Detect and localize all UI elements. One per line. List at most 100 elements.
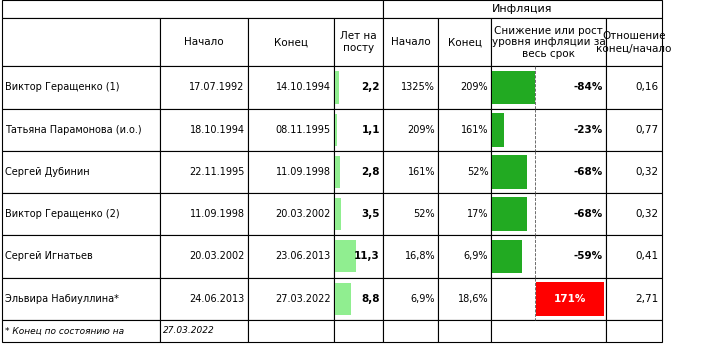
Bar bbox=[491, 151, 606, 193]
Text: Конец: Конец bbox=[274, 37, 308, 47]
Text: 0,32: 0,32 bbox=[636, 209, 659, 219]
Bar bbox=[335, 283, 351, 315]
Text: Конец: Конец bbox=[448, 37, 482, 47]
Bar bbox=[248, 320, 334, 342]
Bar bbox=[491, 193, 606, 235]
Bar bbox=[334, 235, 383, 278]
Bar bbox=[383, 235, 438, 278]
Bar bbox=[161, 18, 248, 66]
Bar bbox=[248, 66, 334, 109]
Bar bbox=[438, 109, 491, 151]
Bar bbox=[2, 235, 161, 278]
Bar bbox=[334, 320, 383, 342]
Bar bbox=[438, 151, 491, 193]
Bar bbox=[438, 235, 491, 278]
Bar bbox=[606, 109, 662, 151]
Text: Инфляция: Инфляция bbox=[492, 4, 553, 14]
Text: 27.03.2022: 27.03.2022 bbox=[275, 294, 331, 304]
Bar bbox=[2, 151, 161, 193]
Text: Виктор Геращенко (2): Виктор Геращенко (2) bbox=[5, 209, 120, 219]
Text: 11,3: 11,3 bbox=[354, 252, 380, 261]
Text: 209%: 209% bbox=[461, 83, 488, 92]
Bar bbox=[438, 193, 491, 235]
Text: 52%: 52% bbox=[467, 167, 488, 177]
Text: Отношение
конец/начало: Отношение конец/начало bbox=[596, 31, 672, 53]
Bar bbox=[248, 18, 334, 66]
Text: 14.10.1994: 14.10.1994 bbox=[276, 83, 331, 92]
Bar bbox=[383, 193, 438, 235]
Text: 6,9%: 6,9% bbox=[464, 252, 488, 261]
Bar bbox=[492, 240, 522, 273]
Text: 23.06.2013: 23.06.2013 bbox=[276, 252, 331, 261]
Text: 20.03.2002: 20.03.2002 bbox=[189, 252, 245, 261]
Text: 11.09.1998: 11.09.1998 bbox=[189, 209, 245, 219]
Bar bbox=[606, 66, 662, 109]
Bar bbox=[606, 320, 662, 342]
Text: -59%: -59% bbox=[574, 252, 603, 261]
Bar bbox=[334, 66, 383, 109]
Text: 18.10.1994: 18.10.1994 bbox=[189, 125, 245, 135]
Bar bbox=[335, 114, 337, 146]
Bar bbox=[2, 0, 383, 18]
Bar bbox=[161, 193, 248, 235]
Bar bbox=[334, 193, 383, 235]
Text: 0,77: 0,77 bbox=[636, 125, 659, 135]
Bar bbox=[438, 278, 491, 320]
Bar bbox=[383, 66, 438, 109]
Text: 2,71: 2,71 bbox=[636, 294, 659, 304]
Bar bbox=[606, 278, 662, 320]
Text: 209%: 209% bbox=[408, 125, 435, 135]
Bar bbox=[161, 66, 248, 109]
Bar bbox=[161, 278, 248, 320]
Bar bbox=[491, 320, 606, 342]
Text: 17%: 17% bbox=[467, 209, 488, 219]
Bar bbox=[383, 278, 438, 320]
Bar bbox=[383, 109, 438, 151]
Text: 11.09.1998: 11.09.1998 bbox=[276, 167, 331, 177]
Bar bbox=[491, 18, 606, 66]
Text: 8,8: 8,8 bbox=[361, 294, 380, 304]
Text: 24.06.2013: 24.06.2013 bbox=[189, 294, 245, 304]
Bar bbox=[248, 235, 334, 278]
Bar bbox=[248, 278, 334, 320]
Bar bbox=[2, 278, 161, 320]
Text: 18,6%: 18,6% bbox=[458, 294, 488, 304]
Text: 3,5: 3,5 bbox=[361, 209, 380, 219]
Bar bbox=[161, 235, 248, 278]
Text: Снижение или рост
уровня инфляции за
весь срок: Снижение или рост уровня инфляции за вес… bbox=[492, 26, 606, 59]
Bar bbox=[335, 198, 341, 230]
Text: Сергей Игнатьев: Сергей Игнатьев bbox=[5, 252, 93, 261]
Text: 2,8: 2,8 bbox=[361, 167, 380, 177]
Bar bbox=[606, 193, 662, 235]
Bar bbox=[383, 0, 662, 18]
Text: 1325%: 1325% bbox=[401, 83, 435, 92]
Bar bbox=[492, 155, 527, 189]
Bar bbox=[491, 109, 606, 151]
Text: 20.03.2002: 20.03.2002 bbox=[276, 209, 331, 219]
Text: 0,41: 0,41 bbox=[636, 252, 659, 261]
Bar bbox=[2, 66, 161, 109]
Bar bbox=[334, 278, 383, 320]
Text: Начало: Начало bbox=[391, 37, 431, 47]
Text: -68%: -68% bbox=[573, 209, 603, 219]
Bar bbox=[2, 193, 161, 235]
Bar bbox=[491, 66, 606, 109]
Bar bbox=[491, 235, 606, 278]
Bar bbox=[335, 240, 356, 273]
Bar bbox=[606, 18, 662, 66]
Text: -23%: -23% bbox=[573, 125, 603, 135]
Text: 52%: 52% bbox=[413, 209, 435, 219]
Bar bbox=[335, 156, 340, 188]
Bar bbox=[438, 66, 491, 109]
Text: Начало: Начало bbox=[184, 37, 224, 47]
Bar bbox=[491, 278, 606, 320]
Text: * Конец по состоянию на: * Конец по состоянию на bbox=[5, 326, 124, 335]
Bar bbox=[334, 18, 383, 66]
Text: Татьяна Парамонова (и.о.): Татьяна Парамонова (и.о.) bbox=[5, 125, 142, 135]
Bar bbox=[438, 320, 491, 342]
Bar bbox=[161, 151, 248, 193]
Bar bbox=[383, 18, 438, 66]
Bar bbox=[248, 193, 334, 235]
Bar bbox=[161, 109, 248, 151]
Bar bbox=[606, 235, 662, 278]
